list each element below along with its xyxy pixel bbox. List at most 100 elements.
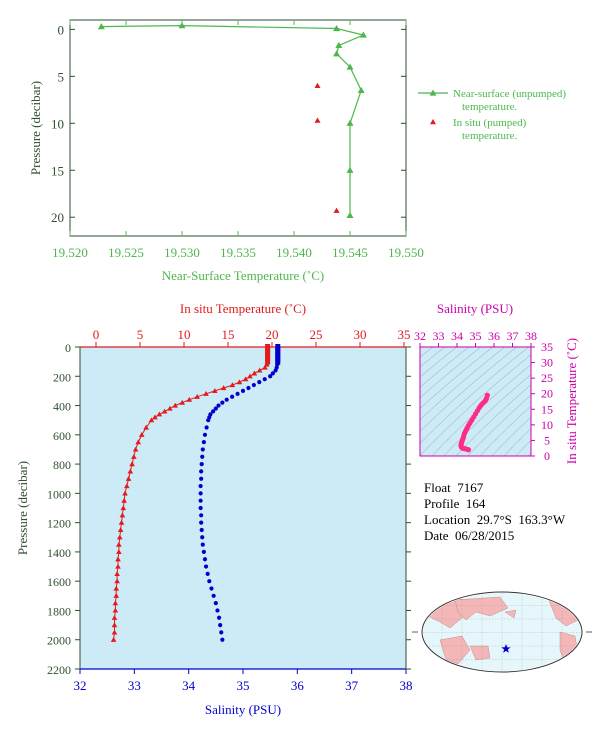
salinity-point [235,391,240,396]
ts-background [420,347,531,456]
density-contour-line [431,364,531,456]
salinity-point [198,483,203,489]
near-surface-chart: 19.520 19.525 19.530 19.535 19.540 19.545 19.5… [28,19,424,283]
legend-pumped-label-line2: temperature. [462,130,518,142]
salinity-point [220,400,225,405]
temperature-point [132,446,139,452]
near-surface-legend: Near-surface (unpumped)temperature.In si… [418,88,566,142]
temperature-point [117,527,124,533]
legend-unpumped-label-line2: temperature. [462,101,518,113]
temperature-point [115,556,121,562]
pumped-temperature-point [333,207,340,213]
temperature-point [262,364,268,370]
density-contour-line [420,347,458,378]
temperature-point [122,490,128,496]
density-contour-line [503,428,531,456]
salinity-point [199,469,204,474]
salinity-point [273,368,278,373]
pressure-tick-label: 800 [53,458,71,472]
salinity-point [215,608,220,613]
salinity-point [213,601,218,606]
map-landmass [439,635,471,665]
salinity-point [199,513,204,518]
top-x-tick-label: 19.520 [52,245,88,260]
temperature-point [112,607,119,613]
salinity-point [213,406,218,411]
temperature-tick-label: 5 [137,327,144,342]
density-contour-line [479,405,531,456]
temperature-point [125,475,132,481]
salinity-point [219,630,224,635]
top-x-tick-label: 19.540 [276,245,312,260]
top-x-tick-label: 19.530 [164,245,200,260]
temperature-point [156,411,163,417]
temperature-point [111,629,118,635]
density-contour-line [455,384,531,456]
temperature-point [242,376,249,382]
temperature-tick-label: 20 [266,327,279,342]
temperature-point [121,497,127,503]
profile-chart: 0 5 10 15 20 25 30 35 32 33 34 35 36 37 38 0 200 400 600 80… [15,301,413,717]
salinity-point [275,358,281,365]
density-contour-line [420,347,434,358]
temperature-point [256,367,263,373]
salinity-tick-label: 36 [291,678,305,693]
salinity-point [200,454,205,459]
density-contour-line [420,347,506,421]
temperature-point [129,461,135,467]
salinity-point [200,542,205,547]
temperature-point [120,505,127,511]
top-x-tick-label: 19.535 [220,245,256,260]
temperature-point [179,399,186,405]
temperature-point [167,405,173,411]
density-contour-line [420,354,531,456]
ts-y-tick-label: 0 [544,449,550,463]
ts-y-tick-label: 20 [541,387,553,401]
salinity-tick-label: 34 [182,678,196,693]
salinity-tick-label: 38 [400,678,413,693]
density-contour-line [515,439,531,456]
density-contour-line [491,416,531,456]
top-y-tick-label: 10 [51,116,64,131]
temperature-point [124,483,130,489]
pumped-temperature-point [314,117,321,123]
salinity-point [204,425,209,430]
temperature-point [236,379,243,385]
pressure-axis-title: Pressure (decibar) [15,461,30,555]
legend-pumped-label: In situ (pumped) [453,117,527,129]
temperature-point [111,614,118,620]
ts-x-tick-label: 38 [525,329,537,343]
temperature-point [114,578,120,584]
temperature-point [251,370,258,376]
ts-y-tick-label: 10 [541,418,553,432]
pressure-tick-label: 1000 [47,487,71,501]
temperature-point [112,600,119,606]
salinity-axis-title: Salinity (PSU) [205,702,281,717]
salinity-point [268,374,273,379]
ts-x-tick-label: 32 [414,329,426,343]
temperature-point [265,358,271,365]
temperature-point [116,549,122,555]
profile-number: Profile 164 [424,496,486,511]
temperature-point [127,468,134,474]
salinity-point [199,527,204,533]
salinity-tick-label: 33 [128,678,141,693]
temperature-tick-label: 35 [398,327,411,342]
temperature-point [113,593,120,598]
temperature-point [247,373,253,379]
ts-point [465,447,472,453]
salinity-point [202,432,208,437]
salinity-point [209,586,214,591]
temperature-tick-label: 10 [178,327,191,342]
temperature-point [113,585,120,591]
salinity-point [198,505,203,511]
salinity-point [198,498,203,503]
salinity-point [211,409,216,414]
ts-y-tick-label: 15 [541,402,553,416]
ts-y-tick-label: 5 [544,433,550,447]
ts-x-tick-label: 36 [488,329,500,343]
unpumped-temperature-point [97,23,105,30]
map-landmass [454,596,509,621]
temperature-point [138,432,145,437]
salinity-point [203,564,209,569]
